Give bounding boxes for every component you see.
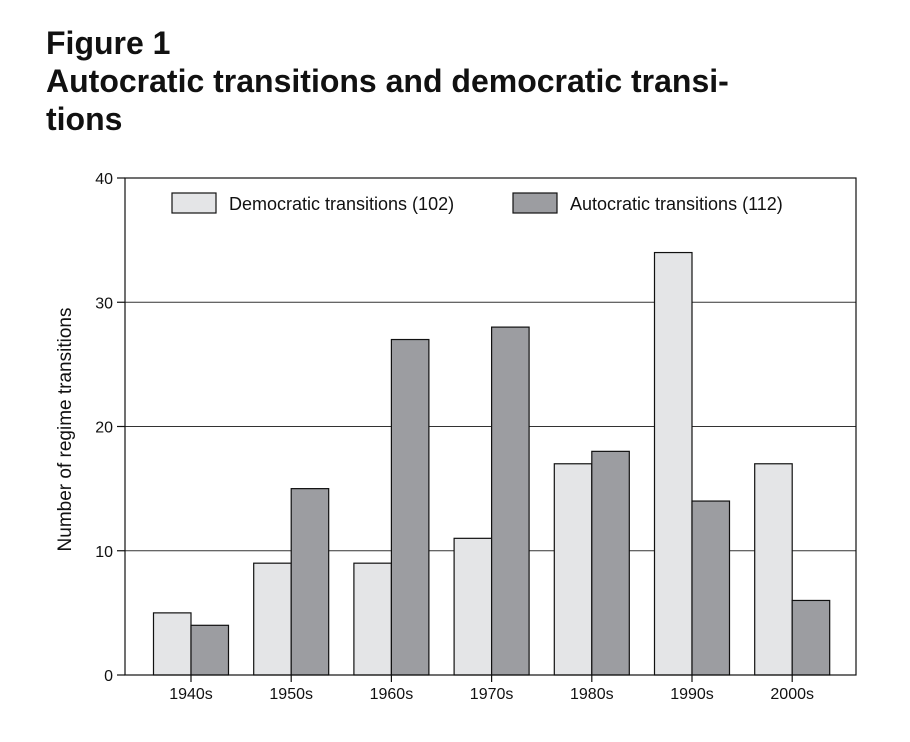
y-tick-label: 0 xyxy=(104,668,113,685)
bar-democratic xyxy=(553,463,593,676)
bar-democratic xyxy=(453,537,493,676)
legend-swatch xyxy=(512,192,558,214)
bar-autocratic xyxy=(190,624,230,676)
figure-heading: Figure 1 Autocratic transitions and demo… xyxy=(46,24,886,138)
figure-title-line-2: tions xyxy=(46,101,123,137)
x-tick-label: 1970s xyxy=(470,686,514,703)
y-tick-label: 10 xyxy=(95,544,113,561)
bars xyxy=(152,251,831,676)
bar-autocratic xyxy=(791,599,831,676)
bar-democratic xyxy=(253,562,292,676)
bar-democratic xyxy=(353,562,392,676)
x-tick-label: 1980s xyxy=(570,686,614,703)
y-axis-ticks: 0 10 20 30 40 xyxy=(95,171,125,685)
bar-autocratic xyxy=(591,450,630,676)
figure-label: Figure 1 xyxy=(46,25,171,61)
x-axis-ticks: 1940s 1950s 1960s 1970s 1980s 1990s 2000s xyxy=(169,675,814,703)
legend: Democratic transitions (102) Autocratic t… xyxy=(171,192,783,214)
bar-autocratic xyxy=(491,326,530,676)
y-axis-label: Number of regime transitions xyxy=(55,308,76,552)
y-tick-label: 40 xyxy=(95,171,113,188)
x-tick-label: 1960s xyxy=(370,686,414,703)
bar-democratic xyxy=(754,463,793,676)
legend-label: Autocratic transitions (112) xyxy=(570,194,783,214)
x-tick-label: 1950s xyxy=(269,686,313,703)
legend-swatch xyxy=(171,192,217,214)
legend-label: Democratic transitions (102) xyxy=(229,194,454,214)
y-tick-label: 20 xyxy=(95,420,113,437)
bar-democratic xyxy=(152,612,192,676)
bar-democratic xyxy=(653,251,693,676)
y-tick-label: 30 xyxy=(95,295,113,312)
x-tick-label: 1940s xyxy=(169,686,213,703)
bar-autocratic xyxy=(691,500,731,676)
figure-title-line-1: Autocratic transitions and democratic tr… xyxy=(46,63,729,99)
gridlines xyxy=(125,301,856,552)
x-tick-label: 1990s xyxy=(670,686,714,703)
bar-autocratic xyxy=(390,338,430,676)
x-tick-label: 2000s xyxy=(770,686,814,703)
bar-autocratic xyxy=(290,488,330,676)
